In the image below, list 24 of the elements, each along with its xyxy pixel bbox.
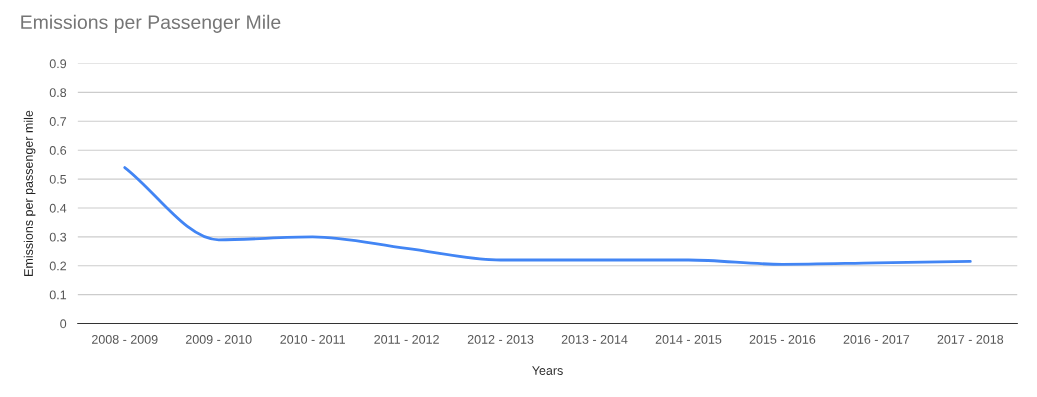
line-series xyxy=(123,166,972,266)
x-tick-label: 2011 - 2012 xyxy=(374,335,439,344)
x-tick-label: 2009 - 2010 xyxy=(185,335,252,344)
x-tick-label: 2010 - 2011 xyxy=(280,335,345,344)
x-axis-title: Years xyxy=(532,366,563,375)
y-tick-label: 0.3 xyxy=(49,232,67,242)
x-tick-label: 2016 - 2017 xyxy=(843,335,910,344)
x-tick-label: 2012 - 2013 xyxy=(467,335,534,344)
y-tick-label: 0.1 xyxy=(49,290,67,300)
y-tick-label: 0.2 xyxy=(49,261,67,271)
y-tick-label: 0.8 xyxy=(49,88,67,98)
y-tick-label: 0.4 xyxy=(49,203,67,213)
y-tick-label: 0.9 xyxy=(49,59,67,69)
x-tick-label: 2014 - 2015 xyxy=(655,335,722,344)
y-tick-label: 0.5 xyxy=(49,174,67,184)
x-tick-label: 2017 - 2018 xyxy=(937,335,1004,344)
x-tick-label: 2015 - 2016 xyxy=(749,335,816,344)
y-axis-title: Emissions per passenger mile xyxy=(23,110,36,276)
y-tick-label: 0 xyxy=(60,319,67,329)
y-tick-label: 0.6 xyxy=(49,146,67,155)
chart-title: Emissions per Passenger Mile xyxy=(21,14,281,33)
y-tick-label: 0.7 xyxy=(49,117,67,126)
x-tick-label: 2013 - 2014 xyxy=(561,335,628,344)
x-tick-label: 2008 - 2009 xyxy=(92,335,158,344)
